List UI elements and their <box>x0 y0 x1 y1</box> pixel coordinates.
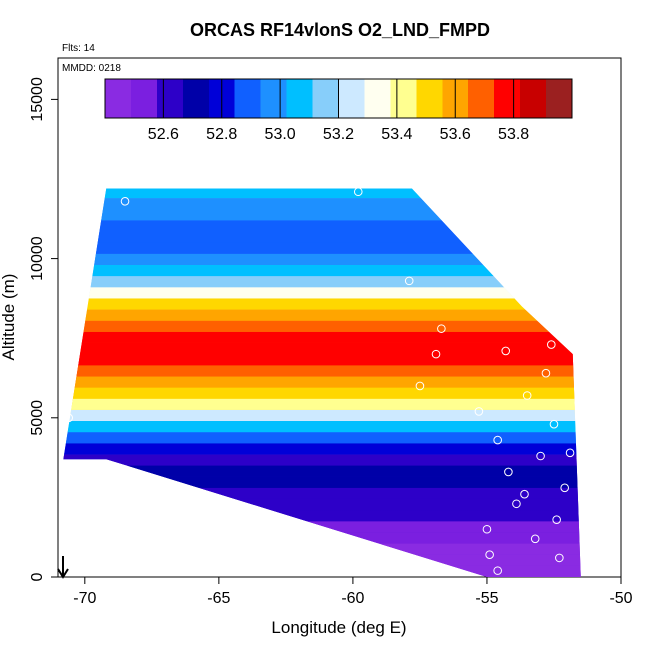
observation-point <box>404 276 414 286</box>
y-tick-label: 10000 <box>29 236 46 281</box>
x-axis: -70 -65 -60 -55 -50 <box>73 577 633 607</box>
value-band <box>63 220 581 232</box>
value-band <box>63 264 581 277</box>
value-band <box>63 443 581 455</box>
value-band <box>63 320 581 332</box>
value-band <box>63 287 581 299</box>
observation-point <box>552 515 561 524</box>
value-band <box>63 510 581 522</box>
value-band <box>63 209 581 221</box>
value-band <box>63 487 581 499</box>
observation-point <box>512 499 521 509</box>
colorbar-ticks: 52.6 52.8 53.0 53.2 53.4 53.6 53.8 <box>148 79 529 143</box>
colorbar-tick-label: 53.4 <box>381 126 412 143</box>
value-band <box>63 420 581 433</box>
observation-point <box>522 391 532 400</box>
observation-point <box>482 524 492 534</box>
observation-point <box>530 534 540 544</box>
plot-area <box>57 57 622 578</box>
value-band <box>63 432 581 444</box>
observation-points <box>64 187 575 575</box>
value-band <box>63 376 581 388</box>
value-band <box>63 242 581 254</box>
aircraft-arrow-icon <box>57 568 69 579</box>
value-band <box>63 365 581 377</box>
x-tick-label: -65 <box>207 590 230 607</box>
observation-point <box>415 381 425 391</box>
value-band <box>63 354 581 366</box>
observation-point <box>493 435 502 445</box>
observation-point <box>555 553 564 563</box>
x-tick-label: -60 <box>341 590 364 607</box>
value-band <box>63 342 581 355</box>
value-band <box>63 309 581 321</box>
colorbar-tick-label: 52.6 <box>148 126 179 143</box>
observation-point <box>549 419 559 429</box>
observation-point <box>353 187 363 197</box>
observation-point <box>560 483 570 493</box>
value-band <box>63 398 581 410</box>
y-axis-label: Altitude (m) <box>0 274 18 361</box>
x-tick-label: -50 <box>609 590 632 607</box>
value-band <box>63 298 581 310</box>
value-band <box>63 188 581 199</box>
value-band <box>63 476 581 488</box>
colorbar-tick-label: 53.8 <box>498 126 529 143</box>
value-band <box>63 253 581 265</box>
value-band <box>63 231 581 243</box>
value-band <box>63 331 581 343</box>
date-annotation: MMDD: 0218 <box>62 63 121 74</box>
observation-point <box>437 324 446 333</box>
value-band <box>63 198 581 210</box>
observation-point <box>565 448 575 458</box>
colorbar-tick-label: 53.6 <box>440 126 471 143</box>
y-axis: 0 5000 10000 15000 <box>29 77 58 581</box>
y-tick-label: 5000 <box>29 400 46 436</box>
colorbar-tick-label: 52.8 <box>206 126 237 143</box>
value-band <box>63 454 581 466</box>
y-tick-label: 0 <box>29 572 46 581</box>
x-axis-label: Longitude (deg E) <box>271 618 406 637</box>
observation-point <box>504 467 513 477</box>
observation-point <box>536 451 545 461</box>
colorbar: 52.6 52.8 53.0 53.2 53.4 53.6 53.8 <box>104 78 573 143</box>
observation-point <box>520 489 529 499</box>
observation-point <box>474 407 484 416</box>
observation-point <box>64 413 74 423</box>
observation-point <box>431 349 441 359</box>
value-band <box>63 387 581 399</box>
x-tick-label: -55 <box>475 590 498 607</box>
chart-title: ORCAS RF14vlonS O2_LND_FMPD <box>190 20 490 40</box>
value-band <box>63 276 581 288</box>
colorbar-tick-label: 53.0 <box>265 126 296 143</box>
value-band <box>63 465 581 477</box>
pixel-stripes <box>63 188 581 577</box>
observation-point <box>541 368 551 378</box>
observation-point <box>501 346 511 356</box>
x-tick-label: -70 <box>73 590 96 607</box>
flights-annotation: Flts: 14 <box>62 43 95 54</box>
y-tick-label: 15000 <box>29 77 46 122</box>
value-band <box>63 498 581 511</box>
aircraft-marker <box>57 556 69 579</box>
colorbar-tick-label: 53.2 <box>323 126 354 143</box>
observation-point <box>485 550 494 560</box>
value-band <box>63 409 581 421</box>
observation-point <box>546 340 556 349</box>
observation-point <box>120 196 130 206</box>
observation-point <box>493 566 502 575</box>
